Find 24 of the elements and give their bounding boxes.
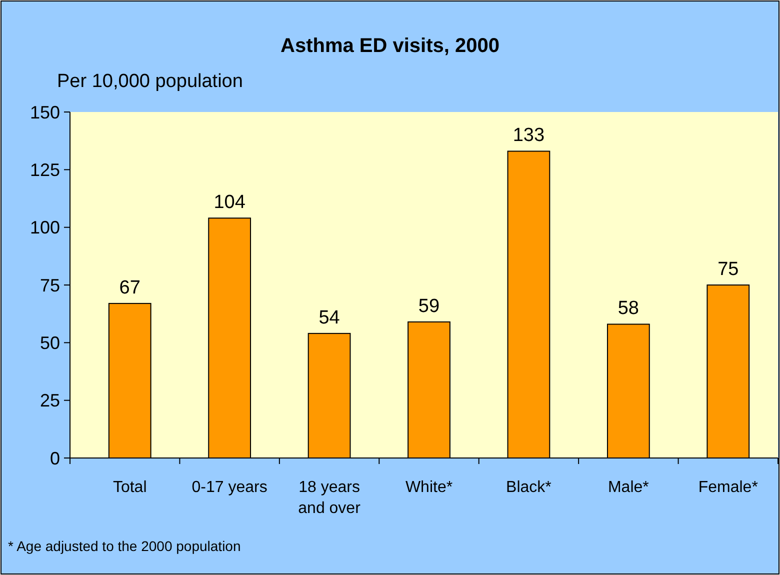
data-label: 75: [718, 259, 739, 280]
text: * Age adjusted to the 2000 population: [8, 538, 241, 554]
chart-title: Asthma ED visits, 2000: [280, 35, 500, 57]
x-tick-label: 0-17 years: [192, 479, 268, 496]
data-label: 133: [512, 125, 545, 146]
y-tick-label: 75: [40, 275, 60, 296]
x-tick-label: Black*: [506, 479, 552, 496]
x-tick-label: Total: [112, 479, 147, 496]
data-label: 59: [418, 296, 440, 317]
x-tick-label: White*: [405, 479, 453, 496]
y-tick-label: 0: [50, 448, 60, 468]
y-tick-label: 50: [40, 332, 60, 353]
data-label: 54: [318, 307, 340, 328]
y-tick-label: 25: [40, 390, 60, 411]
y-tick-label: 150: [30, 102, 60, 122]
data-label: 104: [214, 192, 246, 214]
data-label: 67: [119, 277, 140, 298]
y-axis-title: Per 10,000 population: [57, 71, 243, 92]
x-tick-label: Female*: [698, 479, 758, 496]
x-tick-label: Male*: [608, 479, 649, 496]
y-tick-label: 100: [30, 218, 60, 238]
x-tick-label: 18 years and over: [298, 479, 362, 517]
y-tick-label: 125: [30, 160, 60, 180]
data-label: 58: [618, 298, 639, 320]
